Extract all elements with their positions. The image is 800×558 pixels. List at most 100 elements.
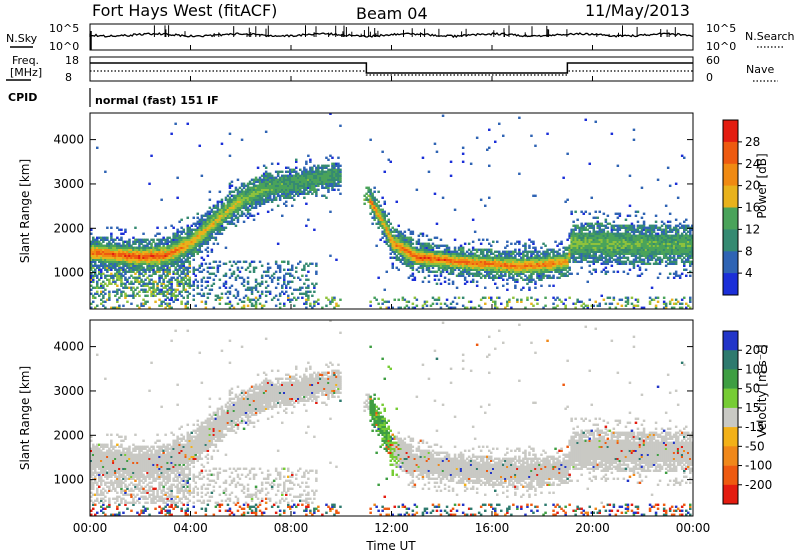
power-cell-2232 bbox=[287, 295, 290, 297]
power-cell-2452 bbox=[309, 291, 312, 293]
power-cell-3540 bbox=[476, 285, 479, 287]
freq-nave-traces bbox=[90, 63, 693, 75]
power-cell-308 bbox=[116, 285, 119, 287]
power-cell-3686 bbox=[494, 283, 497, 285]
power-cell-3507 bbox=[470, 163, 473, 165]
power-cell-2468 bbox=[309, 159, 312, 161]
power-cell-1533 bbox=[219, 279, 222, 281]
power-cell-210 bbox=[106, 237, 109, 239]
power-cell-1843 bbox=[249, 271, 252, 273]
power-cell-2492 bbox=[313, 229, 316, 231]
power-cell-2300 bbox=[293, 199, 296, 201]
power-cell-2035 bbox=[265, 131, 268, 133]
power-cell-3885 bbox=[518, 173, 521, 175]
power-cell-2981 bbox=[404, 231, 407, 233]
power-cell-1699 bbox=[235, 225, 238, 227]
power-cell-3791 bbox=[506, 245, 509, 247]
power-cell-4707 bbox=[611, 133, 614, 135]
power-cell-4138 bbox=[552, 303, 555, 305]
power-cell-4518 bbox=[595, 301, 598, 303]
nave-label: Nave bbox=[746, 63, 774, 76]
power-cell-2043 bbox=[267, 211, 270, 213]
power-cell-4311 bbox=[572, 221, 575, 223]
power-cell-1550 bbox=[219, 191, 222, 193]
power-cell-3730 bbox=[498, 123, 501, 125]
power-cell-2034 bbox=[265, 167, 268, 169]
power-cell-3390 bbox=[456, 287, 459, 289]
power-cell-2489 bbox=[313, 291, 316, 293]
nsky-label: N.Sky bbox=[6, 32, 38, 45]
power-cell-4747 bbox=[617, 271, 620, 273]
power-cell-2281 bbox=[291, 265, 294, 267]
power-cell-4687 bbox=[611, 303, 614, 305]
power-cell-2153 bbox=[279, 277, 282, 279]
power-cell-2574 bbox=[325, 197, 328, 199]
power-cell-4769 bbox=[617, 165, 620, 167]
power-cell-2866 bbox=[390, 161, 393, 163]
power-cell-2434 bbox=[307, 279, 310, 281]
power-cell-1777 bbox=[243, 301, 246, 303]
power-cell-1719 bbox=[237, 267, 240, 269]
power-cell-2870 bbox=[392, 263, 395, 265]
power-cell-2758 bbox=[377, 277, 380, 279]
power-cell-1973 bbox=[261, 291, 264, 293]
power-cell-2427 bbox=[305, 161, 308, 163]
power-cell-3251 bbox=[438, 279, 441, 281]
power-cell-4274 bbox=[570, 273, 573, 275]
power-cell-3702 bbox=[496, 287, 499, 289]
power-cell-3061 bbox=[414, 277, 417, 279]
power-cell-4665 bbox=[607, 227, 610, 229]
power-cell-4894 bbox=[631, 297, 634, 299]
power-cell-3116 bbox=[422, 281, 425, 283]
power-cell-2282 bbox=[291, 205, 294, 207]
power-cell-1596 bbox=[225, 227, 228, 229]
power-cell-3758 bbox=[502, 135, 505, 137]
power-cell-2690 bbox=[339, 125, 342, 127]
power-cell-1333 bbox=[201, 263, 204, 265]
power-cell-3085 bbox=[416, 189, 419, 191]
power-cell-2717 bbox=[369, 139, 372, 141]
freq-tick-bottom: 8 bbox=[65, 71, 72, 84]
power-cell-3199 bbox=[430, 239, 433, 241]
nave-tick-top: 60 bbox=[706, 54, 720, 67]
power-cell-2800 bbox=[381, 151, 384, 153]
power-cell-3446 bbox=[462, 247, 465, 249]
power-cell-1302 bbox=[197, 213, 200, 215]
power-cell-1356 bbox=[203, 269, 206, 271]
power-cell-4854 bbox=[627, 273, 630, 275]
power-cell-2412 bbox=[305, 225, 308, 227]
power-cell-3294 bbox=[442, 115, 445, 117]
power-cell-3600 bbox=[484, 303, 487, 305]
power-cell-1193 bbox=[187, 123, 190, 125]
power-cell-4142 bbox=[552, 275, 555, 277]
power-cell-2413 bbox=[305, 203, 308, 205]
power-cell-3886 bbox=[518, 117, 521, 119]
power-cell-4258 bbox=[568, 297, 571, 299]
power-cell-3234 bbox=[436, 275, 439, 277]
power-cell-4626 bbox=[605, 267, 608, 269]
power-cell-3602 bbox=[484, 287, 487, 289]
power-cell-3615 bbox=[484, 205, 487, 207]
power-cell-1374 bbox=[205, 301, 208, 303]
freq-trace bbox=[90, 63, 693, 73]
power-cell-4792 bbox=[621, 305, 624, 307]
power-cell-3649 bbox=[488, 165, 491, 167]
power-cell-1631 bbox=[229, 269, 232, 271]
power-cell-1491 bbox=[215, 237, 218, 239]
power-cell-3494 bbox=[470, 301, 473, 303]
power-cell-693 bbox=[148, 183, 151, 185]
power-cell-3229 bbox=[434, 193, 437, 195]
power-cell-2883 bbox=[394, 299, 397, 301]
power-cell-4006 bbox=[534, 281, 537, 283]
power-cell-3448 bbox=[462, 153, 465, 155]
power-cell-3699 bbox=[494, 141, 497, 143]
power-cell-2111 bbox=[275, 295, 278, 297]
power-cell-3651 bbox=[488, 129, 491, 131]
power-cell-2818 bbox=[384, 201, 387, 203]
power-cell-2816 bbox=[384, 211, 387, 213]
power-cell-1569 bbox=[221, 199, 224, 201]
power-cell-3054 bbox=[412, 243, 415, 245]
power-cell-1161 bbox=[187, 301, 190, 303]
power-cell-1324 bbox=[199, 145, 202, 147]
power-cell-3630 bbox=[486, 239, 489, 241]
